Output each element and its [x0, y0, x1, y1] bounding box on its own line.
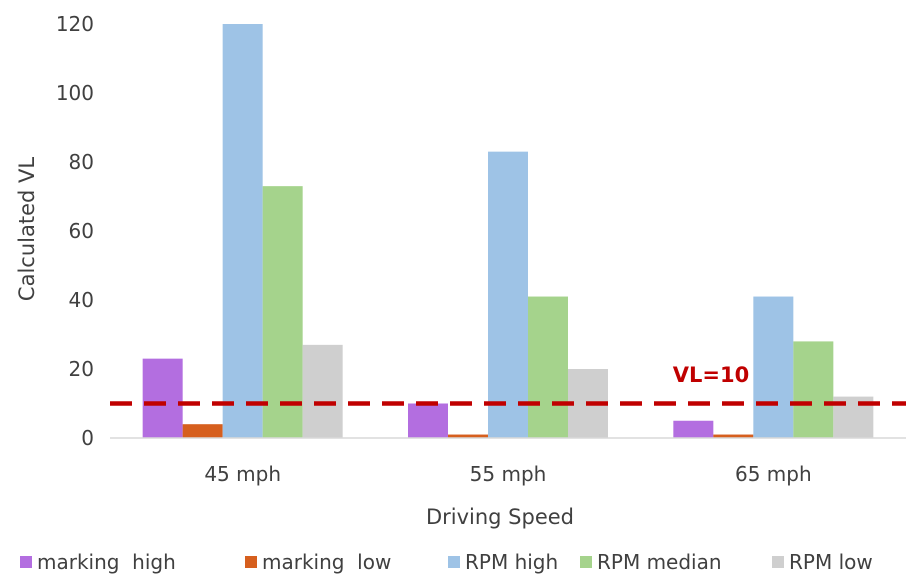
- y-tick-label: 80: [69, 150, 94, 174]
- y-tick-label: 0: [81, 426, 94, 450]
- x-tick-label: 65 mph: [735, 462, 812, 486]
- bar: [142, 358, 183, 438]
- bar: [262, 186, 303, 438]
- x-axis-title: Driving Speed: [426, 505, 574, 529]
- x-tick-label: 45 mph: [204, 462, 281, 486]
- x-tick-label: 55 mph: [470, 462, 547, 486]
- legend-label: RPM low: [789, 550, 873, 574]
- legend-swatch: [448, 556, 460, 568]
- reference-line-label: VL=10: [673, 363, 749, 387]
- bar: [673, 420, 714, 438]
- legend-label: marking low: [262, 550, 391, 574]
- y-tick-label: 40: [69, 288, 94, 312]
- bar: [793, 341, 834, 438]
- bar: [713, 434, 754, 438]
- y-tick-label: 20: [69, 357, 94, 381]
- y-tick-label: 60: [69, 219, 94, 243]
- y-tick-label: 100: [56, 81, 94, 105]
- legend-swatch: [245, 556, 257, 568]
- legend-label: marking high: [37, 550, 176, 574]
- bar: [448, 434, 488, 438]
- legend-swatch: [580, 556, 592, 568]
- legend-label: RPM median: [597, 550, 722, 574]
- legend-swatch: [20, 556, 32, 568]
- y-tick-label: 120: [56, 12, 94, 36]
- bar: [408, 403, 448, 438]
- bar: [182, 424, 223, 438]
- bar: [488, 151, 528, 438]
- bar: [753, 296, 794, 438]
- bar: [302, 344, 343, 438]
- bar: [528, 296, 568, 438]
- bar: [222, 24, 263, 438]
- legend-swatch: [772, 556, 784, 568]
- y-axis-title: Calculated VL: [15, 157, 39, 301]
- legend-label: RPM high: [465, 550, 558, 574]
